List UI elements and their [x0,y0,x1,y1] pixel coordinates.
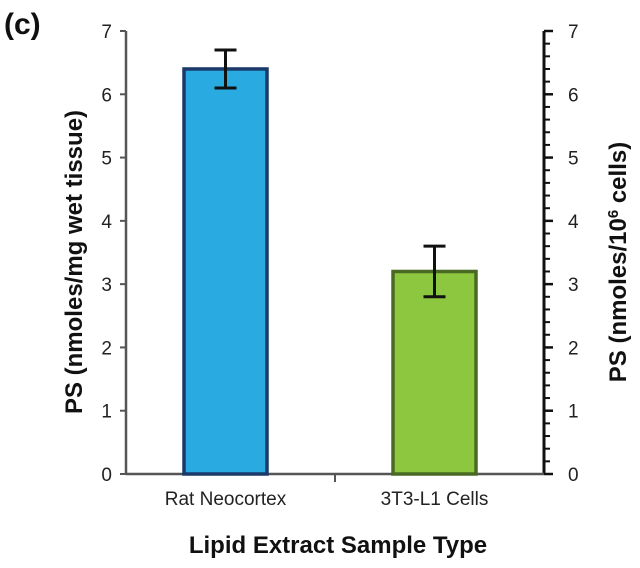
y-axis-title-right-end: cells) [605,142,632,210]
left-tick-label: 2 [101,338,112,359]
y-axis-title-right-main: PS (nmoles/10 [605,218,632,382]
left-tick-label: 6 [101,85,112,106]
y-axis-title-left: PS (nmoles/mg wet tissue) [61,110,88,414]
category-labels: Rat Neocortex 3T3-L1 Cells [165,489,489,510]
left-tick-label: 3 [101,275,112,296]
right-tick-label: 7 [568,22,579,43]
bar [182,67,269,476]
x-axis-title: Lipid Extract Sample Type [189,532,487,559]
right-tick-label: 5 [568,149,579,170]
right-tick-label: 0 [568,465,579,486]
panel-label: (c) [4,8,41,41]
bar [391,269,478,476]
left-tick-label: 4 [101,212,112,233]
right-tick-label: 1 [568,402,579,423]
left-tick-label: 0 [101,465,112,486]
left-tick-label: 1 [101,402,112,423]
category-label: 3T3-L1 Cells [381,489,489,510]
y-axis-title-right-sup: 6 [605,210,622,218]
right-tick-label: 2 [568,338,579,359]
left-tick-label: 7 [101,22,112,43]
right-axis-ticks: 0 1 2 3 4 5 6 7 [544,22,579,486]
left-tick-label: 5 [101,149,112,170]
right-tick-label: 6 [568,85,579,106]
y-axis-title-right: PS (nmoles/106 cells) [605,142,633,382]
category-label: Rat Neocortex [165,489,287,510]
left-axis-ticks: 0 1 2 3 4 5 6 7 [101,22,126,486]
right-tick-label: 3 [568,275,579,296]
bars [182,48,478,476]
right-tick-label: 4 [568,212,579,233]
